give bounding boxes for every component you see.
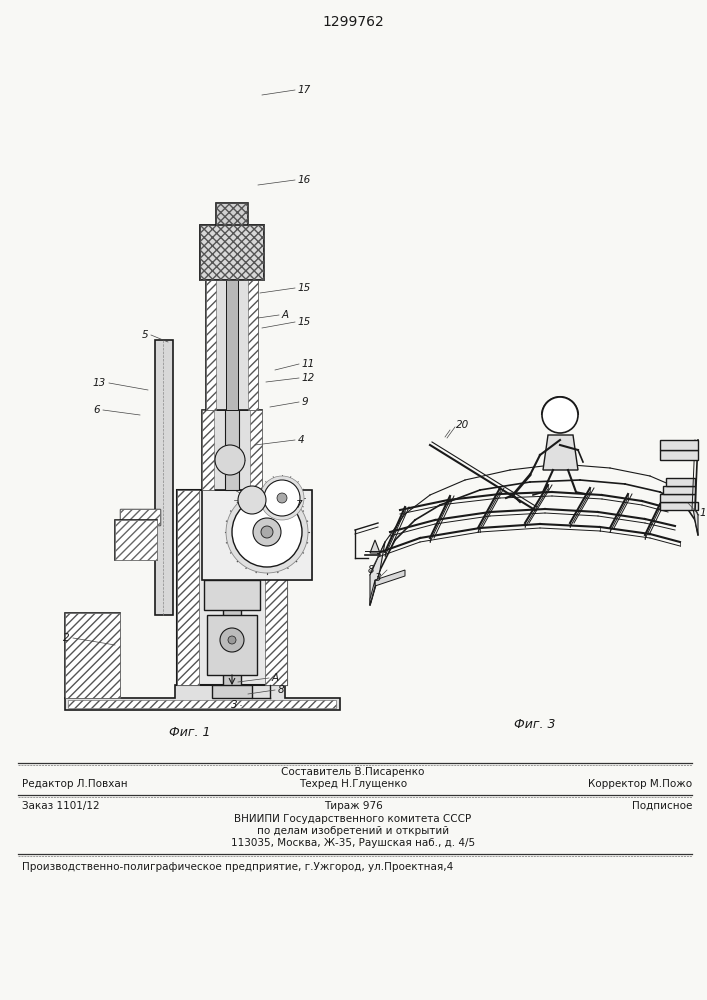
- Bar: [660, 440, 698, 450]
- Bar: [248, 280, 258, 410]
- Bar: [223, 380, 241, 695]
- Text: Заказ 1101/12: Заказ 1101/12: [22, 801, 100, 811]
- Bar: [206, 280, 216, 410]
- Bar: [68, 700, 336, 708]
- Text: A: A: [272, 673, 279, 683]
- Text: 1299762: 1299762: [322, 15, 384, 29]
- Polygon shape: [543, 435, 578, 470]
- Bar: [202, 490, 312, 580]
- Text: ВНИИПИ Государственного комитета СССР: ВНИИПИ Государственного комитета СССР: [235, 814, 472, 824]
- Text: 15: 15: [298, 317, 311, 327]
- Text: Составитель В.Писаренко: Составитель В.Писаренко: [281, 767, 425, 777]
- Text: 9: 9: [302, 397, 309, 407]
- Text: Тираж 976: Тираж 976: [324, 801, 382, 811]
- Circle shape: [226, 491, 308, 573]
- Bar: [206, 280, 258, 410]
- Bar: [663, 486, 695, 494]
- Bar: [202, 410, 262, 490]
- Text: 6: 6: [93, 405, 100, 415]
- Circle shape: [264, 480, 300, 516]
- Text: A: A: [282, 310, 289, 320]
- Text: 12: 12: [302, 373, 315, 383]
- Bar: [200, 225, 264, 280]
- Text: 1: 1: [700, 508, 706, 518]
- Bar: [226, 260, 238, 410]
- Circle shape: [215, 445, 245, 475]
- Bar: [177, 490, 199, 685]
- Text: 7: 7: [295, 500, 302, 510]
- Polygon shape: [692, 502, 698, 535]
- Bar: [120, 509, 160, 525]
- Text: Корректор М.Пожо: Корректор М.Пожо: [588, 779, 692, 789]
- Text: 5: 5: [141, 330, 148, 340]
- Bar: [204, 580, 260, 610]
- Bar: [120, 509, 160, 525]
- Bar: [216, 203, 248, 225]
- Text: Подписное: Подписное: [631, 801, 692, 811]
- Text: Редактор Л.Повхан: Редактор Л.Повхан: [22, 779, 128, 789]
- Circle shape: [238, 486, 266, 514]
- Bar: [216, 203, 248, 225]
- Text: 17: 17: [298, 85, 311, 95]
- Bar: [202, 490, 312, 580]
- Bar: [250, 410, 262, 490]
- Polygon shape: [370, 580, 375, 605]
- Text: 13: 13: [93, 378, 106, 388]
- Bar: [115, 520, 157, 560]
- Bar: [65, 613, 120, 698]
- Bar: [212, 685, 252, 698]
- Text: Производственно-полиграфическое предприятие, г.Ужгород, ул.Проектная,4: Производственно-полиграфическое предприя…: [22, 862, 453, 872]
- Bar: [666, 478, 695, 486]
- Bar: [207, 615, 257, 675]
- Bar: [200, 225, 264, 280]
- Bar: [660, 502, 698, 510]
- Text: 11: 11: [302, 359, 315, 369]
- Circle shape: [277, 493, 287, 503]
- Circle shape: [220, 628, 244, 652]
- Circle shape: [228, 636, 236, 644]
- Text: 20: 20: [456, 420, 469, 430]
- Circle shape: [542, 397, 578, 433]
- Bar: [177, 490, 287, 685]
- Bar: [65, 613, 120, 698]
- Text: 16: 16: [298, 175, 311, 185]
- Bar: [265, 490, 287, 685]
- Bar: [660, 450, 698, 460]
- Text: 3: 3: [231, 700, 238, 710]
- Circle shape: [232, 497, 302, 567]
- Text: 8: 8: [278, 685, 285, 695]
- Text: 15: 15: [298, 283, 311, 293]
- Text: Фиг. 3: Фиг. 3: [514, 718, 556, 732]
- Bar: [225, 380, 239, 490]
- Text: 3: 3: [375, 573, 382, 583]
- Polygon shape: [370, 540, 380, 553]
- Bar: [660, 494, 695, 502]
- Text: Техред Н.Глущенко: Техред Н.Глущенко: [299, 779, 407, 789]
- Bar: [115, 520, 157, 560]
- Text: 113035, Москва, Ж-35, Раушская наб., д. 4/5: 113035, Москва, Ж-35, Раушская наб., д. …: [231, 838, 475, 848]
- Text: 4: 4: [298, 435, 305, 445]
- Polygon shape: [370, 542, 385, 605]
- Circle shape: [261, 526, 273, 538]
- Text: Фиг. 1: Фиг. 1: [169, 726, 211, 740]
- Circle shape: [253, 518, 281, 546]
- Text: 2: 2: [64, 633, 70, 643]
- Polygon shape: [375, 570, 405, 586]
- Text: 8: 8: [368, 565, 375, 575]
- Polygon shape: [65, 685, 340, 710]
- Bar: [202, 410, 214, 490]
- Circle shape: [260, 476, 304, 520]
- Text: по делам изобретений и открытий: по делам изобретений и открытий: [257, 826, 449, 836]
- Bar: [155, 340, 173, 615]
